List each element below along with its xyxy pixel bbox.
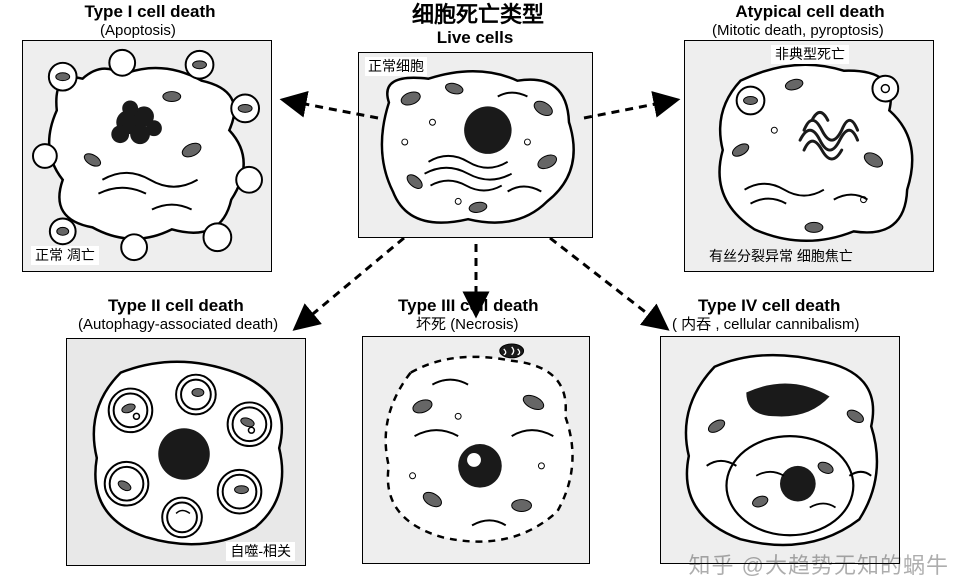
type1-title: Type I cell death xyxy=(70,2,230,22)
panel-type1: 正常 凋亡 xyxy=(22,40,272,272)
type3-sub: 坏死 (Necrosis) xyxy=(416,316,519,334)
panel-type3 xyxy=(362,336,590,564)
atyp-cn2: 有丝分裂异常 细胞焦亡 xyxy=(709,248,853,265)
type3-sub-cn: 坏死 xyxy=(416,316,446,333)
atyp-title: Atypical cell death xyxy=(720,2,900,22)
arrow-to-atyp xyxy=(584,100,676,118)
arrow-to-type4 xyxy=(550,238,666,328)
arrow-to-type2 xyxy=(296,238,404,328)
live-cn: 正常细胞 xyxy=(365,57,427,76)
type3-title: Type III cell death xyxy=(398,296,538,316)
atyp-sub: (Mitotic death, pyroptosis) xyxy=(712,22,884,40)
panel-type4 xyxy=(660,336,900,564)
panel-live: 正常细胞 xyxy=(358,52,593,238)
type2-cn: 自噬-相关 xyxy=(226,542,295,561)
panel-type2: 自噬-相关 xyxy=(66,338,306,566)
diagram-root: 细胞死亡类型 Live cells xyxy=(0,0,957,586)
main-title: 细胞死亡类型 xyxy=(378,2,578,28)
type3-sub-en: (Necrosis) xyxy=(450,316,518,333)
panel-atyp: 非典型死亡 有丝分裂异常 细胞焦亡 xyxy=(684,40,934,272)
type1-cn: 正常 凋亡 xyxy=(31,246,99,265)
watermark: 知乎 @大趋势无知的蜗牛 xyxy=(689,548,949,580)
type4-title: Type IV cell death xyxy=(698,296,840,316)
atyp-cn1: 非典型死亡 xyxy=(771,45,849,64)
type4-sub: ( 内吞 , cellular cannibalism) xyxy=(672,316,860,334)
live-title: Live cells xyxy=(410,28,540,48)
type2-title: Type II cell death xyxy=(108,296,244,316)
type1-sub: (Apoptosis) xyxy=(100,22,176,40)
type2-sub: (Autophagy-associated death) xyxy=(78,316,278,334)
